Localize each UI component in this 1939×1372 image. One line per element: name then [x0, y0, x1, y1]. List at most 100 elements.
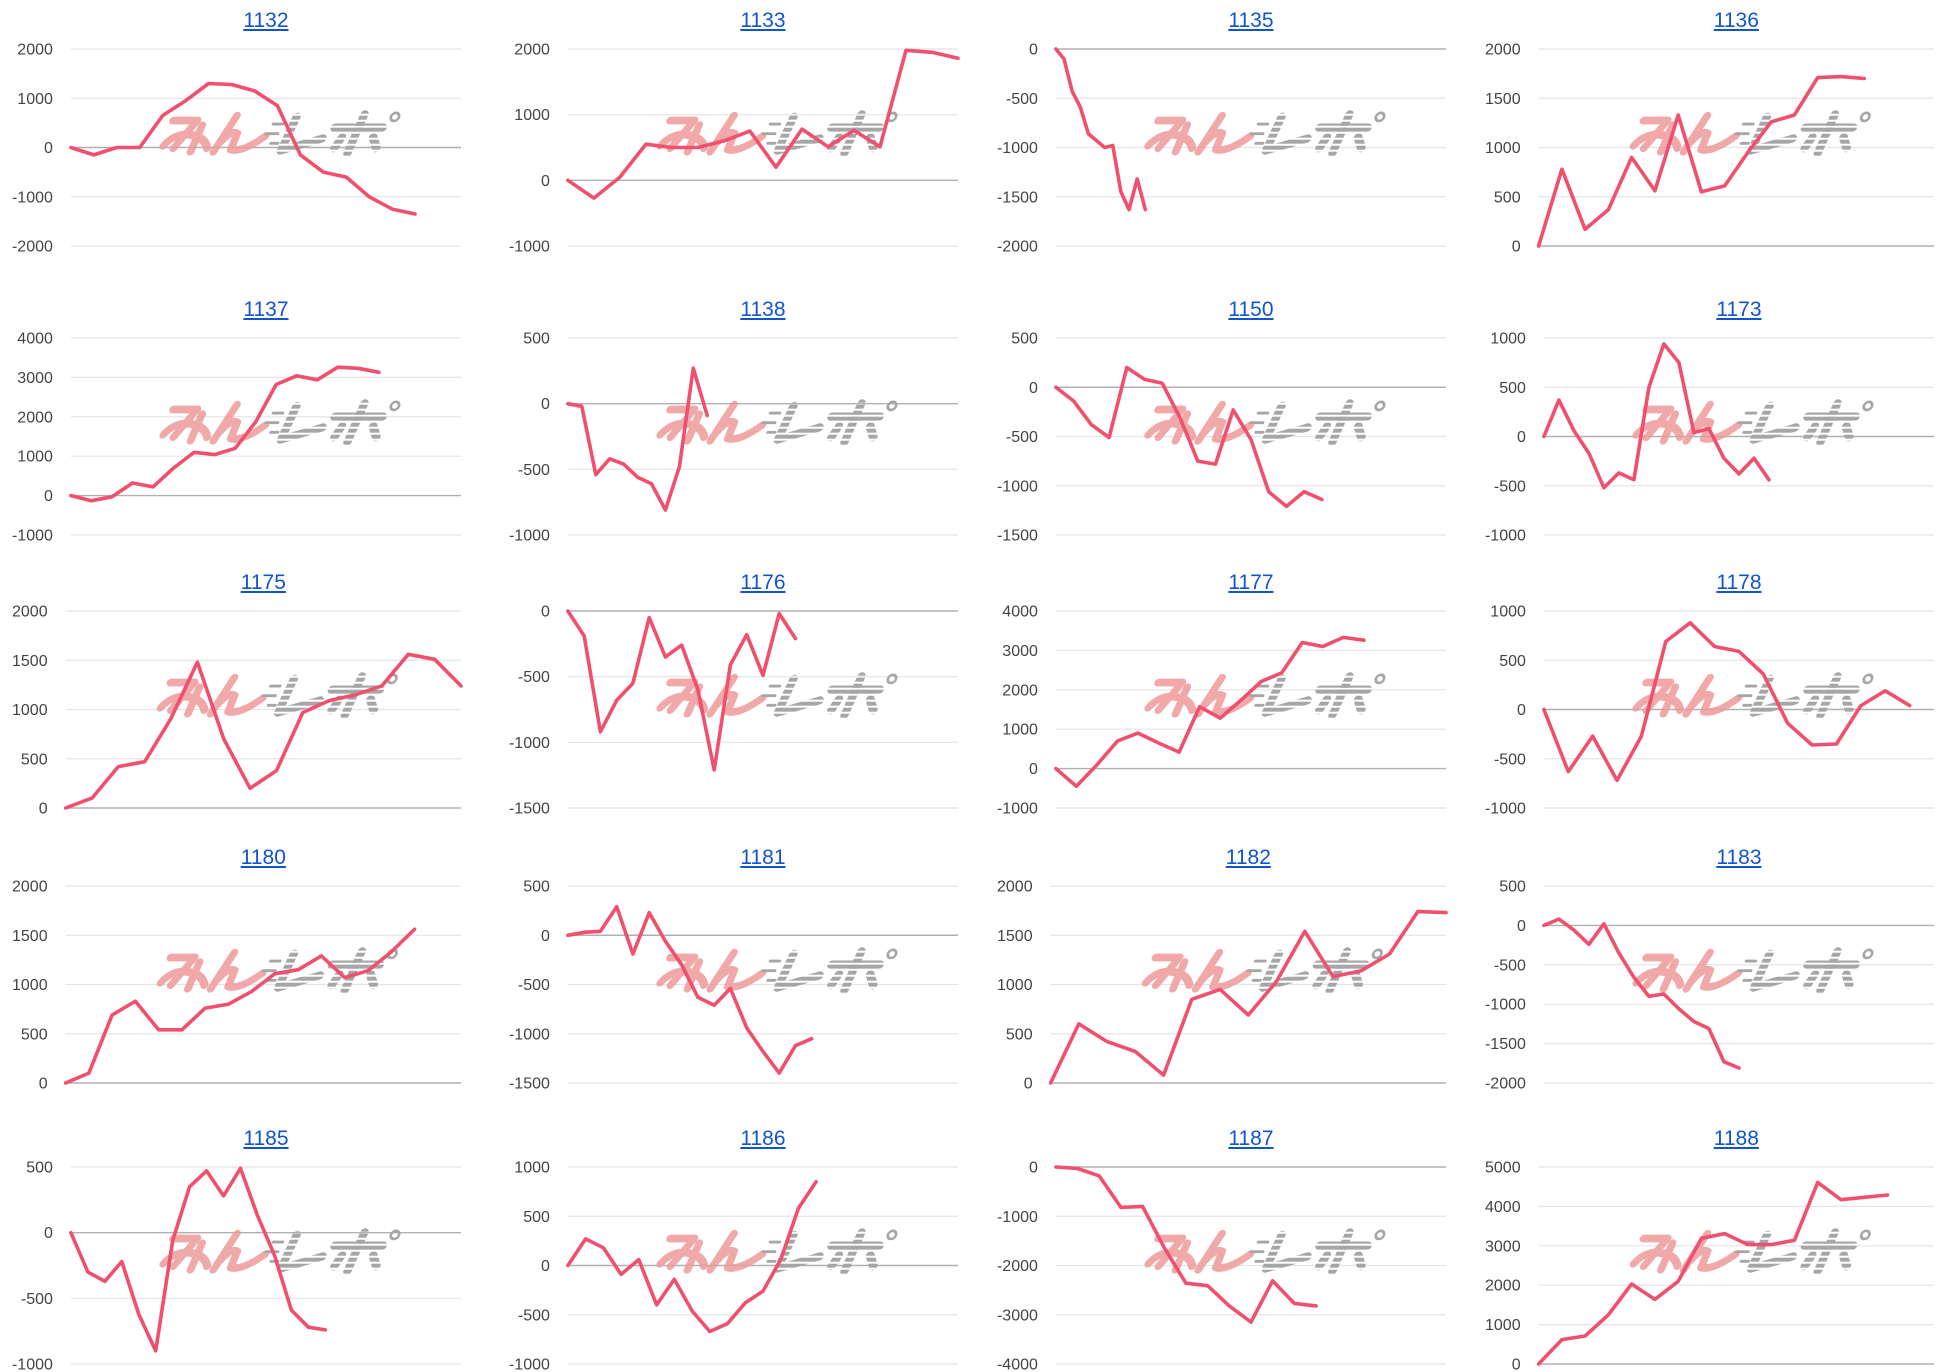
y-tick-label: -500	[518, 1307, 550, 1324]
y-tick-label: -2000	[997, 1258, 1038, 1275]
y-tick-label: -3000	[997, 1307, 1038, 1324]
y-tick-label: 0	[39, 801, 48, 818]
chart-title-link[interactable]: 1181	[740, 846, 786, 869]
chart-panel: 0 -500 -1000 -1500 -2000 1135	[985, 0, 1449, 256]
y-tick-label: 1000	[1002, 722, 1038, 739]
y-tick-label: -1000	[997, 478, 1038, 495]
line-chart: 500 0 -500 -1000	[12, 1160, 461, 1372]
y-tick-label: 0	[541, 396, 550, 413]
line-chart: 0 -500 -1000 -1500	[509, 604, 958, 818]
y-tick-label: 4000	[1002, 604, 1038, 621]
y-tick-label: -500	[518, 669, 550, 686]
y-tick-label: -2000	[1485, 1076, 1526, 1093]
y-tick-label: 500	[523, 331, 550, 348]
chart-title-link[interactable]: 1177	[1228, 571, 1274, 594]
watermark-logo	[659, 402, 897, 442]
y-tick-label: 1000	[1485, 1317, 1521, 1334]
y-tick-label: 0	[44, 140, 53, 157]
chart-title-link[interactable]: 1180	[240, 846, 286, 869]
y-tick-label: -1000	[1485, 997, 1526, 1014]
chart-panel: 4000 3000 2000 1000 0 -1000 1177	[985, 562, 1449, 818]
y-tick-label: 2000	[12, 879, 48, 896]
series-line	[566, 1179, 818, 1334]
chart-title-link[interactable]: 1182	[1225, 846, 1271, 869]
y-tick-label: -1000	[1485, 528, 1526, 545]
line-chart: 4000 3000 2000 1000 0 -1000	[12, 331, 461, 545]
y-tick-label: 2000	[17, 42, 53, 59]
chart-panel: 0 -500 -1000 -1500 1176	[497, 562, 961, 818]
watermark-logo	[162, 402, 400, 442]
chart-panel: 2000 1500 1000 500 0 1175	[0, 562, 464, 818]
y-tick-label: 0	[1512, 239, 1521, 256]
y-tick-label: 4000	[17, 331, 53, 348]
chart-title-link[interactable]: 1132	[243, 9, 289, 32]
y-tick-label: -1000	[12, 1357, 53, 1372]
y-tick-label: 2000	[12, 604, 48, 621]
y-tick-label: -500	[21, 1291, 53, 1308]
chart-title-link[interactable]: 1188	[1713, 1127, 1759, 1150]
chart-title-link[interactable]: 1178	[1716, 571, 1762, 594]
line-chart: 2000 1500 1000 500 0	[1485, 42, 1934, 256]
series-line	[1054, 1165, 1318, 1324]
chart-title-link[interactable]: 1186	[740, 1127, 786, 1150]
y-tick-label: -1000	[509, 239, 550, 256]
chart-title-link[interactable]: 1137	[243, 298, 289, 321]
chart-title-link[interactable]: 1136	[1713, 9, 1759, 32]
series-line	[566, 366, 709, 512]
chart-title-link[interactable]: 1135	[1228, 9, 1274, 32]
y-tick-label: -500	[1006, 429, 1038, 446]
y-tick-label: 500	[1011, 331, 1038, 348]
y-tick-label: -500	[518, 977, 550, 994]
series-line	[69, 81, 417, 216]
line-chart: 2000 1000 0 -1000	[509, 42, 960, 256]
y-tick-label: -4000	[997, 1357, 1038, 1372]
series-line	[69, 1166, 328, 1353]
y-tick-label: 0	[1029, 761, 1038, 778]
series-line	[63, 652, 463, 810]
y-tick-label: 0	[1517, 918, 1526, 935]
chart-title-link[interactable]: 1185	[243, 1127, 289, 1150]
y-tick-label: 1500	[997, 928, 1033, 945]
chart-title-link[interactable]: 1176	[740, 571, 786, 594]
chart-title-link[interactable]: 1138	[740, 298, 786, 321]
y-tick-label: -1000	[509, 528, 550, 545]
y-tick-label: 2000	[1485, 1278, 1521, 1295]
y-tick-label: 0	[1029, 42, 1038, 59]
y-tick-label: 0	[39, 1076, 48, 1093]
chart-panel: 500 0 -500 -1000 -1500 -2000 1183	[1473, 837, 1937, 1093]
y-tick-label: 2000	[1002, 682, 1038, 699]
y-tick-label: 1000	[997, 977, 1033, 994]
chart-title-link[interactable]: 1175	[240, 571, 286, 594]
line-chart: 2000 1500 1000 500 0	[12, 604, 463, 818]
series-line	[566, 609, 798, 772]
y-tick-label: 1500	[12, 928, 48, 945]
y-tick-label: -1500	[1485, 1036, 1526, 1053]
line-chart: 1000 500 0 -500 -1000	[1485, 331, 1934, 545]
series-line	[63, 927, 417, 1085]
chart-title-link[interactable]: 1187	[1228, 1127, 1274, 1150]
y-tick-label: 0	[1024, 1076, 1033, 1093]
chart-panel: 0 -1000 -2000 -3000 -4000 1187	[985, 1118, 1449, 1372]
chart-title-link[interactable]: 1173	[1716, 298, 1762, 321]
chart-title-link[interactable]: 1183	[1716, 846, 1762, 869]
y-tick-label: 500	[1006, 1026, 1033, 1043]
chart-panel: 2000 1500 1000 500 0 1136	[1473, 0, 1937, 256]
y-tick-label: 0	[1517, 429, 1526, 446]
line-chart: 2000 1500 1000 500 0	[12, 879, 461, 1093]
y-tick-label: -1000	[997, 801, 1038, 818]
line-chart: 1000 500 0 -500 -1000	[509, 1160, 958, 1372]
chart-title-link[interactable]: 1133	[740, 9, 786, 32]
y-tick-label: 1000	[514, 1160, 550, 1177]
watermark-logo	[162, 1231, 400, 1271]
y-tick-label: 0	[1029, 1160, 1038, 1177]
y-tick-label: 0	[44, 1225, 53, 1242]
line-chart: 4000 3000 2000 1000 0 -1000	[997, 604, 1446, 818]
chart-title-link[interactable]: 1150	[1228, 298, 1274, 321]
chart-panel: 5000 4000 3000 2000 1000 0 1188	[1473, 1118, 1937, 1372]
chart-panel: 1000 500 0 -500 -1000 1186	[497, 1118, 961, 1372]
line-chart: 0 -1000 -2000 -3000 -4000	[997, 1160, 1446, 1372]
series-line	[1536, 74, 1867, 248]
y-tick-label: -500	[1494, 751, 1526, 768]
y-tick-label: 0	[541, 604, 550, 621]
watermark-logo	[659, 950, 897, 990]
